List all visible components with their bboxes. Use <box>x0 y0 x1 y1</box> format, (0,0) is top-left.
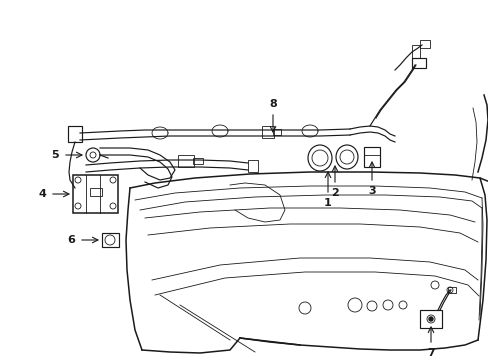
Text: 6: 6 <box>67 235 75 245</box>
Bar <box>247 160 258 172</box>
Bar <box>73 175 118 213</box>
Bar <box>447 287 455 293</box>
Bar <box>102 233 119 247</box>
Bar <box>419 310 441 328</box>
Bar <box>411 45 419 58</box>
Circle shape <box>428 317 432 321</box>
Text: 7: 7 <box>426 348 434 358</box>
Text: 1: 1 <box>324 198 331 208</box>
Text: 3: 3 <box>367 186 375 196</box>
Bar <box>90 188 102 196</box>
Text: 4: 4 <box>38 189 46 199</box>
Bar <box>363 147 379 167</box>
Text: 2: 2 <box>330 188 338 198</box>
Bar <box>419 40 429 48</box>
Text: 5: 5 <box>51 150 59 160</box>
Bar <box>411 58 425 68</box>
Text: 8: 8 <box>268 99 276 109</box>
Bar <box>178 155 194 167</box>
Bar <box>272 129 281 135</box>
Bar <box>68 126 82 142</box>
Bar <box>262 126 273 138</box>
Bar <box>193 158 203 164</box>
